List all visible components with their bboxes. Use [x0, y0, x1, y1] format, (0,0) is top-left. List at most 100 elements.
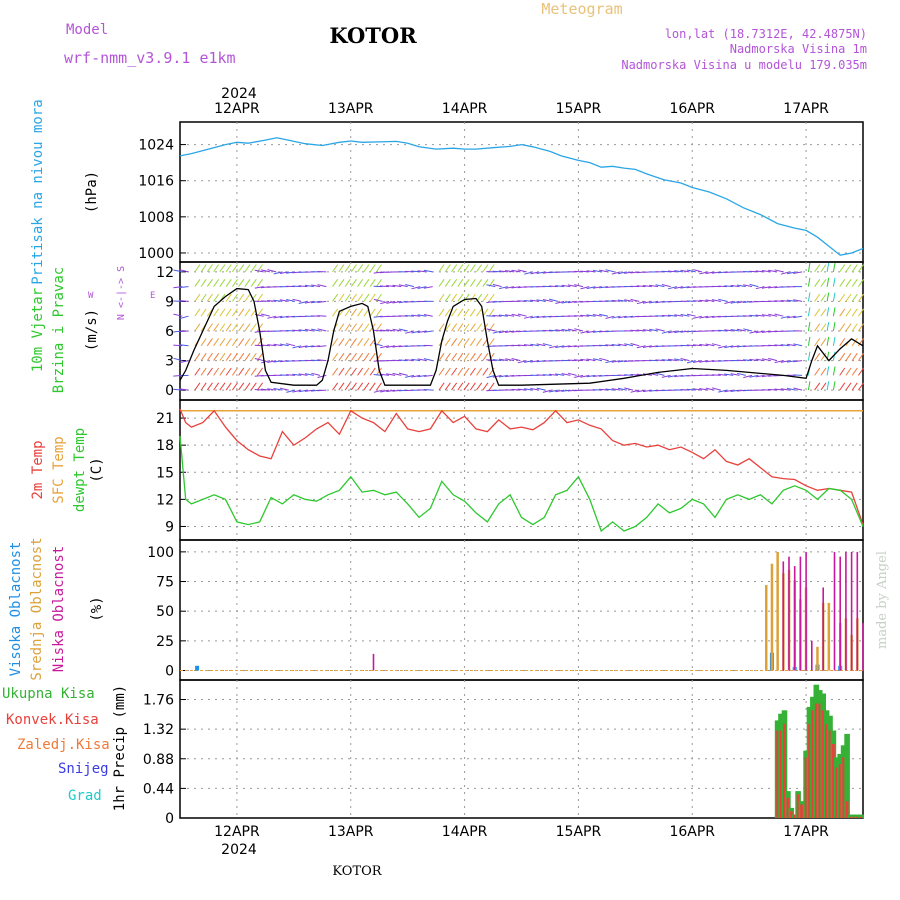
wind-arrow [807, 292, 811, 302]
wind-arrow [369, 367, 376, 376]
precip-total-bar [851, 814, 857, 818]
wind-arrow [523, 360, 534, 363]
wind-arrow [724, 285, 734, 288]
wind-arrow [292, 389, 302, 393]
wind-arrow [749, 358, 759, 362]
wind-arrow [686, 360, 696, 364]
wind-arrow [317, 374, 327, 378]
cloud-bar [782, 561, 785, 671]
bottom-year-label: 2024 [221, 842, 257, 858]
wind-arrow [451, 367, 458, 376]
wind-arrow [686, 269, 696, 273]
wind-arrow [273, 343, 283, 347]
wind-arrow [417, 358, 427, 362]
wind-arrow [298, 329, 308, 332]
wind-arrow [611, 344, 621, 347]
wind-arrow [839, 264, 846, 273]
wind-arrow [231, 264, 238, 273]
wind-arrow [567, 300, 577, 304]
wind-arrow [273, 299, 283, 302]
wind-arrow [555, 285, 565, 288]
wind-arrow [379, 329, 389, 332]
wind-arrow [438, 293, 445, 302]
wind-arrow [482, 279, 489, 287]
wind-arrow [536, 374, 546, 376]
wind-arrow [200, 293, 207, 302]
wind-arrow [317, 300, 327, 303]
wind-arrow [194, 367, 201, 376]
wind-arrow [469, 338, 476, 347]
wind-arrow [298, 285, 308, 288]
wind-arrow [786, 315, 796, 319]
wind-arrow [717, 329, 728, 332]
wind-arrow [730, 373, 740, 376]
wind-arrow [642, 389, 652, 393]
y-tick-label: 12 [156, 492, 174, 508]
wind-arrow [820, 382, 827, 391]
wind-arrow [851, 323, 858, 332]
precip-convective-bar [855, 816, 859, 818]
wind-arrow [705, 360, 715, 363]
wind-arrow [851, 367, 858, 376]
wind-arrow [332, 352, 339, 361]
y-tick-label: 9 [165, 294, 174, 310]
wind-arrow [463, 367, 470, 376]
wind-arrow [705, 315, 715, 319]
dewpt-temp-line [179, 436, 864, 533]
wind-arrow [820, 352, 827, 361]
wind-arrow [561, 284, 571, 288]
wind-arrow [476, 352, 483, 361]
wind-arrow [523, 300, 533, 302]
wind-arrow [542, 329, 552, 332]
wind-arrow [774, 313, 784, 317]
wind-arrow [667, 270, 677, 273]
wind-arrow [463, 264, 470, 273]
wind-arrow [624, 271, 634, 274]
wind-arrow [444, 338, 451, 347]
wind-arrow [267, 315, 277, 319]
wind-arrow [488, 382, 495, 391]
wind-arrow [423, 330, 433, 333]
wind-arrow [814, 308, 821, 317]
precip-total-bar [847, 814, 854, 818]
wind-arrow [749, 374, 759, 378]
wind-arrow [498, 286, 508, 290]
top-date-label: 17APR [783, 101, 829, 117]
wind-arrow [423, 286, 433, 289]
wind-arrow [845, 382, 852, 391]
wind-arrow [451, 382, 458, 391]
wind-arrow [749, 330, 759, 334]
wind-arrow [749, 283, 759, 288]
wind-arrow [793, 315, 803, 319]
precip-convective-bar [852, 816, 856, 818]
wind-arrow [411, 314, 421, 317]
wind-arrow [517, 388, 527, 391]
bottom-date-label: 15APR [556, 824, 602, 840]
wind-arrow [567, 328, 577, 332]
wind-arrow [530, 315, 540, 319]
wind-arrow [386, 329, 396, 332]
wind-arrow [373, 329, 383, 332]
wind-arrow [743, 300, 753, 303]
wind-arrow [574, 284, 584, 288]
wind-arrow [674, 330, 684, 334]
wind-arrow [693, 315, 703, 319]
wind-arrow [173, 313, 183, 317]
wind-arrow [273, 315, 283, 319]
wind-arrow [814, 264, 821, 273]
wind-arrow [845, 279, 852, 287]
wind-arrow [542, 389, 552, 393]
wind-arrow [363, 279, 370, 287]
wind-arrow [511, 269, 521, 273]
wind-arrow [206, 323, 213, 332]
wind-arrow [438, 352, 445, 361]
top-date-label: 16APR [669, 101, 715, 117]
wind-arrow [238, 264, 245, 273]
wind-arrow [332, 264, 339, 273]
precip-convective-bar [808, 723, 811, 818]
wind-arrow [231, 293, 238, 302]
wind-arrow [686, 313, 696, 317]
wind-arrow [438, 308, 445, 317]
wind-arrow [375, 367, 382, 376]
wind-arrow [592, 358, 602, 362]
